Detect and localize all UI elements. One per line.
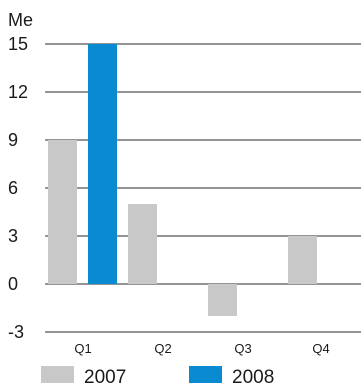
y-tick-label: -3: [8, 322, 24, 342]
bar-2007-Q4: [288, 236, 317, 284]
legend-swatch-2007: [41, 366, 74, 383]
y-tick-label: 12: [8, 82, 28, 102]
legend-swatch-2008: [189, 366, 222, 383]
bars: [48, 44, 317, 316]
bar-2007-Q1: [48, 140, 77, 284]
x-category-label: Q3: [234, 341, 251, 356]
y-tick-label: 0: [8, 274, 18, 294]
bar-2007-Q2: [128, 204, 157, 284]
y-axis-unit-label: Me: [8, 10, 33, 30]
y-tick-label: 9: [8, 130, 18, 150]
y-tick-label: 15: [8, 34, 28, 54]
x-category-label: Q4: [312, 341, 329, 356]
x-axis-categories: Q1 Q2 Q3 Q4: [74, 341, 329, 356]
y-axis-ticks: -3 0 3 6 9 12 15: [8, 34, 28, 342]
legend: 2007 2008: [41, 366, 274, 387]
bar-2007-Q3: [208, 284, 237, 316]
x-category-label: Q1: [74, 341, 91, 356]
bar-2008-Q1: [88, 44, 117, 284]
legend-label: 2008: [232, 367, 274, 387]
legend-label: 2007: [84, 367, 126, 387]
y-tick-label: 6: [8, 178, 18, 198]
y-tick-label: 3: [8, 226, 18, 246]
x-category-label: Q2: [154, 341, 171, 356]
